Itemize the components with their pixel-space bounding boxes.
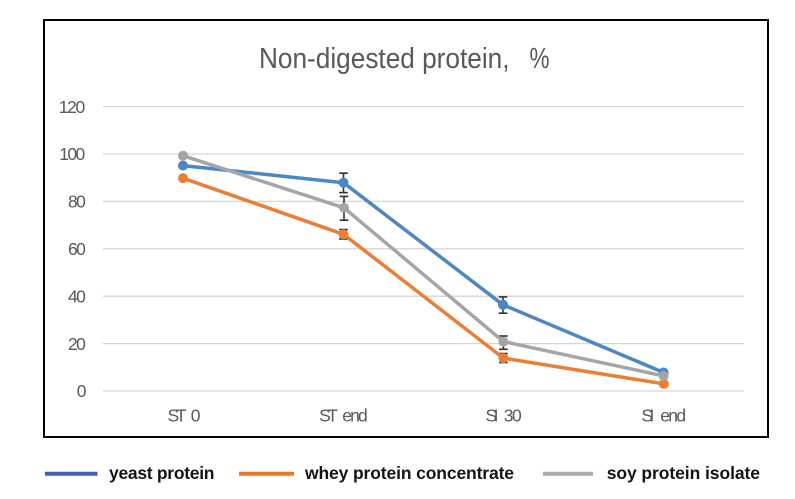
svg-text:20: 20 [68,334,86,354]
svg-text:120: 120 [59,97,86,117]
svg-text:40: 40 [68,286,86,306]
svg-text:SI: SI [486,406,499,426]
svg-text:ST: ST [319,406,338,426]
svg-text:0: 0 [191,406,201,426]
svg-text:30: 30 [504,406,522,426]
svg-text:%: % [530,43,550,75]
svg-text:end: end [342,406,367,426]
svg-text:SI: SI [641,406,654,426]
svg-text:60: 60 [68,239,86,259]
svg-text:yeast protein: yeast protein [109,463,215,483]
svg-text:whey protein concentrate: whey protein concentrate [304,463,514,483]
svg-text:end: end [660,406,686,426]
svg-text:0: 0 [77,381,87,401]
svg-text:soy protein isolate: soy protein isolate [607,463,761,483]
svg-text:100: 100 [59,144,85,164]
svg-text:ST: ST [168,406,187,426]
svg-text:80: 80 [68,192,86,212]
svg-text:Non-digested protein,: Non-digested protein, [259,43,510,75]
